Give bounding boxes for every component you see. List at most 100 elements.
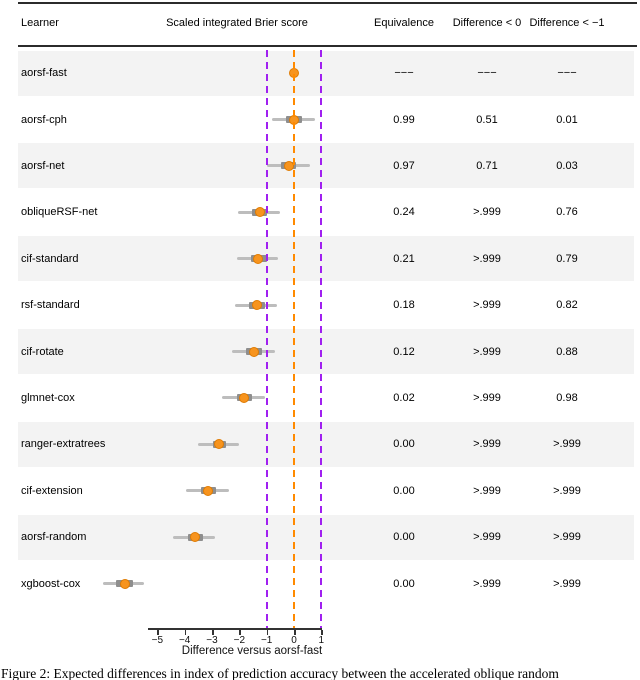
diff_lt_neg1-value: 0.88: [556, 345, 578, 358]
point-estimate-marker: [119, 578, 130, 589]
equivalence-value: 0.24: [393, 206, 415, 219]
x-axis-tick: [321, 630, 323, 635]
column-header-difference-lt-neg1: Difference < −1: [529, 17, 605, 29]
diff_lt_0-value: >.999: [473, 531, 501, 544]
diff_lt_neg1-value: 0.82: [556, 299, 578, 312]
equivalence-value: 0.21: [393, 252, 415, 265]
table-row: cif-extension 0.00 >.999 >.999: [0, 468, 640, 514]
diff_lt_neg1-value: 0.98: [556, 391, 578, 404]
diff_lt_0-value: 0.51: [476, 113, 498, 126]
row-stripe: [18, 50, 634, 96]
table-row: cif-standard 0.21 >.999 0.79: [0, 236, 640, 282]
diff_lt_0-value: >.999: [473, 577, 501, 590]
diff_lt_0-value: >.999: [473, 299, 501, 312]
x-axis-tick: [212, 630, 214, 635]
table-row: ranger-extratrees 0.00 >.999 >.999: [0, 421, 640, 467]
column-header-learner: Learner: [21, 17, 59, 29]
row-stripe: [18, 236, 634, 282]
x-axis-tick-label: −3: [206, 635, 218, 646]
table-row: obliqueRSF-net 0.24 >.999 0.76: [0, 189, 640, 235]
diff_lt_0-value: >.999: [473, 391, 501, 404]
learner-label: glmnet-cox: [21, 391, 75, 404]
diff_lt_neg1-value: 0.79: [556, 252, 578, 265]
reference-line-x--1: [265, 50, 268, 628]
x-axis-tick-label: −4: [178, 635, 191, 646]
column-header-brier-score: Scaled integrated Brier score: [166, 17, 308, 29]
column-header-equivalence: Equivalence: [374, 17, 434, 29]
row-stripe: [18, 514, 634, 560]
point-estimate-marker: [239, 392, 250, 403]
x-axis-tick-label: 1: [318, 635, 325, 646]
diff_lt_neg1-value: −−−: [557, 67, 577, 80]
point-estimate-marker: [214, 439, 225, 450]
diff_lt_neg1-value: 0.01: [556, 113, 578, 126]
learner-label: aorsf-net: [21, 159, 65, 172]
diff_lt_neg1-value: >.999: [553, 577, 581, 590]
diff_lt_neg1-value: 0.76: [556, 206, 578, 219]
diff_lt_0-value: 0.71: [476, 159, 498, 172]
point-estimate-marker: [251, 300, 262, 311]
learner-label: cif-rotate: [21, 345, 64, 358]
point-estimate-marker: [203, 485, 214, 496]
learner-label: obliqueRSF-net: [21, 206, 98, 219]
equivalence-value: 0.00: [393, 531, 415, 544]
equivalence-value: 0.97: [393, 159, 415, 172]
learner-label: ranger-extratrees: [21, 438, 106, 451]
table-row: aorsf-random 0.00 >.999 >.999: [0, 514, 640, 560]
figure-caption: Figure 2: Expected differences in index …: [1, 666, 559, 680]
diff_lt_0-value: >.999: [473, 345, 501, 358]
point-estimate-marker: [249, 346, 260, 357]
reference-line-x-0: [293, 50, 295, 628]
x-axis-tick: [157, 630, 159, 635]
equivalence-value: −−−: [394, 67, 414, 80]
table-row: glmnet-cox 0.02 >.999 0.98: [0, 375, 640, 421]
learner-label: aorsf-cph: [21, 113, 67, 126]
table-row: aorsf-net 0.97 0.71 0.03: [0, 143, 640, 189]
diff_lt_neg1-value: >.999: [553, 531, 581, 544]
equivalence-value: 0.12: [393, 345, 415, 358]
diff_lt_neg1-value: 0.03: [556, 159, 578, 172]
x-axis-tick: [294, 630, 296, 635]
x-axis-tick-label: 0: [291, 635, 297, 646]
point-estimate-marker: [190, 532, 201, 543]
x-axis-tick-label: −2: [233, 635, 246, 646]
equivalence-value: 0.00: [393, 484, 415, 497]
x-axis-title: Difference versus aorsf-fast: [181, 645, 323, 657]
point-estimate-marker: [254, 207, 265, 218]
row-stripe: [18, 329, 634, 375]
point-estimate-marker: [253, 253, 264, 264]
x-axis-tick-label: −1: [260, 635, 273, 646]
equivalence-value: 0.18: [393, 299, 415, 312]
diff_lt_0-value: >.999: [473, 484, 501, 497]
learner-label: rsf-standard: [21, 299, 80, 312]
diff_lt_0-value: −−−: [477, 67, 497, 80]
equivalence-value: 0.02: [393, 391, 415, 404]
column-header-difference-lt-0: Difference < 0: [452, 17, 522, 29]
diff_lt_neg1-value: >.999: [553, 484, 581, 497]
table-row: xgboost-cox 0.00 >.999 >.999: [0, 560, 640, 606]
learner-label: cif-extension: [21, 484, 83, 497]
header-rule: [18, 45, 637, 47]
x-axis-tick: [266, 630, 269, 635]
learner-label: aorsf-fast: [21, 67, 67, 80]
diff_lt_neg1-value: >.999: [553, 438, 581, 451]
equivalence-value: 0.00: [393, 577, 415, 590]
reference-line-x-1: [320, 50, 323, 628]
diff_lt_0-value: >.999: [473, 206, 501, 219]
diff_lt_0-value: >.999: [473, 438, 501, 451]
x-axis-tick: [239, 630, 241, 635]
diff_lt_0-value: >.999: [473, 252, 501, 265]
equivalence-value: 0.00: [393, 438, 415, 451]
x-axis-line: [148, 628, 322, 630]
learner-label: cif-standard: [21, 252, 79, 265]
top-rule: [18, 2, 637, 4]
row-stripe: [18, 143, 634, 189]
learner-label: xgboost-cox: [21, 577, 81, 590]
learner-label: aorsf-random: [21, 531, 87, 544]
x-axis-tick-label: −5: [151, 635, 164, 646]
table-row: cif-rotate 0.12 >.999 0.88: [0, 328, 640, 375]
table-row: rsf-standard 0.18 >.999 0.82: [0, 282, 640, 328]
row-stripe: [18, 421, 634, 467]
x-axis-tick: [184, 630, 187, 635]
